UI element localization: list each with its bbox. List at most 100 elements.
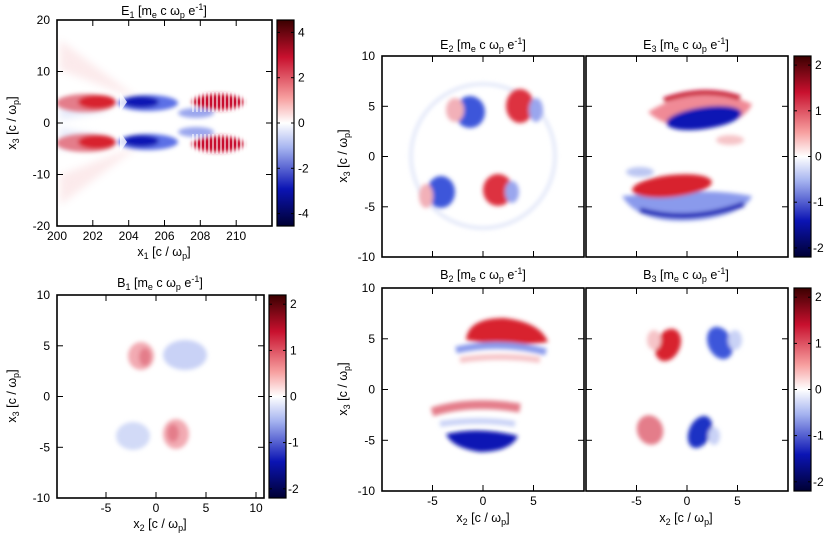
colorbar-tick-label: -4 <box>298 207 309 221</box>
x-tick-label: 210 <box>226 229 246 243</box>
panel-title: E2 [me c ωp e-1] <box>440 36 526 54</box>
heat-blob <box>427 176 455 208</box>
y-tick-label: 0 <box>368 150 375 164</box>
heat-blob <box>632 174 712 198</box>
x-axis-label: x2 [c / ωp] <box>456 511 509 527</box>
heat-blob <box>654 328 682 362</box>
colorbar-tick-label: -2 <box>813 475 824 489</box>
ticks <box>382 287 584 492</box>
x-tick-label: 208 <box>190 229 210 243</box>
ticks <box>382 55 584 258</box>
colorbar-tick-label: -2 <box>813 241 824 255</box>
y-ticks <box>57 19 272 227</box>
heatmap <box>586 288 788 491</box>
panel-b3: B3 [me c ωp e-1] -5 0 5 x2 [c / <box>585 266 824 527</box>
heat-blob <box>123 135 159 147</box>
colorbar-tick-label: 1 <box>815 104 822 118</box>
colorbar-tick-label: 0 <box>290 390 297 404</box>
x-tick-label: 206 <box>154 229 174 243</box>
colorbar-e1: 4 2 0 -2 -4 <box>276 19 309 227</box>
panel-b2: B2 [me c ωp e-1] -5 0 5 10 <box>336 266 585 527</box>
heat-blob <box>483 174 513 206</box>
y-tick-label: 10 <box>37 65 51 79</box>
y-tick-label: -20 <box>33 219 51 233</box>
heat-blob <box>446 430 518 452</box>
panel-title: B1 [me c ωp e-1] <box>117 274 203 292</box>
heat-blob <box>419 184 433 208</box>
heatmap <box>382 288 584 491</box>
y-tick-label: 5 <box>368 99 375 113</box>
panel-e3: E3 [me c ωp e-1] <box>585 36 824 258</box>
panel-b1: B1 [me c ωp e-1] -5 0 5 10 <box>5 274 299 533</box>
x-tick-label: 204 <box>119 229 139 243</box>
heatmap <box>382 56 584 257</box>
heatmap <box>586 56 788 257</box>
ticks <box>586 288 788 491</box>
panel-title: E3 [me c ωp e-1] <box>643 36 729 54</box>
x-tick-label: 5 <box>530 494 537 508</box>
colorbar-tick-label: 2 <box>815 58 822 72</box>
y-axis-label: x3 [c / ωp] <box>5 369 21 422</box>
y-tick-label: 0 <box>368 383 375 397</box>
heat-blob <box>505 181 519 203</box>
x-tick-label: -5 <box>427 494 438 508</box>
colorbar-tick-label: 1 <box>290 343 297 357</box>
y-tick-label: 5 <box>368 332 375 346</box>
ticks <box>57 294 264 499</box>
y-axis-label: x3 [c / ωp] <box>336 362 352 415</box>
y-tick-label: -10 <box>33 168 51 182</box>
y-tick-label: 0 <box>43 390 50 404</box>
heat-blob <box>163 340 207 370</box>
panel-title: E1 [me c ωp e-1] <box>121 2 207 20</box>
colorbar-tick-label: -2 <box>288 482 299 496</box>
heat-blob <box>706 326 734 360</box>
heat-blob <box>506 89 534 123</box>
colorbar-tick-label: -1 <box>288 436 299 450</box>
panel-title: B3 [me c ωp e-1] <box>643 266 729 284</box>
colorbar-tick-label: 2 <box>298 71 305 85</box>
heat-blob <box>78 95 116 109</box>
colorbar-tick-label: 2 <box>290 297 297 311</box>
heat-blob <box>466 318 548 345</box>
y-axis-label: x3 [c / ωp] <box>336 129 352 182</box>
heat-blob <box>666 105 742 131</box>
y-tick-label: 5 <box>43 339 50 353</box>
heat-blob <box>78 135 116 149</box>
y-tick-label: -10 <box>358 250 376 264</box>
x-tick-label: -5 <box>631 494 642 508</box>
y-tick-label: 10 <box>362 281 376 295</box>
colorbar-e3: 2 1 0 -1 -2 <box>793 55 824 258</box>
colorbar-tick-label: 0 <box>298 116 305 130</box>
heat-blob <box>123 96 159 108</box>
colorbar-tick-label: 1 <box>815 336 822 350</box>
x-tick-label: 0 <box>153 501 160 515</box>
colorbar-tick-label: 2 <box>815 290 822 304</box>
colorbar-b3: 2 1 0 -1 -2 <box>793 287 824 492</box>
heatmap <box>57 20 272 226</box>
x-ticks <box>56 20 237 226</box>
ticks <box>586 56 788 257</box>
x-axis-label: x2 [c / ωp] <box>133 517 186 533</box>
heatmap <box>57 295 264 498</box>
heat-blob <box>446 98 464 122</box>
colorbar-tick-label: 0 <box>815 150 822 164</box>
y-axis-label: x3 [c / ωp] <box>5 96 21 149</box>
x-tick-label: 5 <box>203 501 210 515</box>
heat-blob <box>636 415 664 445</box>
colorbar-b1: 2 1 0 -1 -2 <box>268 294 299 499</box>
y-tick-label: -5 <box>364 433 375 447</box>
x-tick-label: 5 <box>734 494 741 508</box>
panel-e1: E1 [me c ωp e-1] <box>5 2 309 261</box>
heat-blob <box>116 422 150 450</box>
colorbar-tick-label: 0 <box>815 383 822 397</box>
panel-e2: E2 [me c ωp e-1] 10 5 <box>336 36 585 264</box>
x-tick-label: 202 <box>83 229 103 243</box>
colorbar-tick-label: 4 <box>298 25 305 39</box>
x-tick-label: 0 <box>480 494 487 508</box>
y-tick-label: 10 <box>37 288 51 302</box>
y-tick-label: 0 <box>43 116 50 130</box>
x-axis-label: x2 [c / ωp] <box>659 511 712 527</box>
x-tick-label: 0 <box>684 494 691 508</box>
y-tick-label: -10 <box>33 491 51 505</box>
